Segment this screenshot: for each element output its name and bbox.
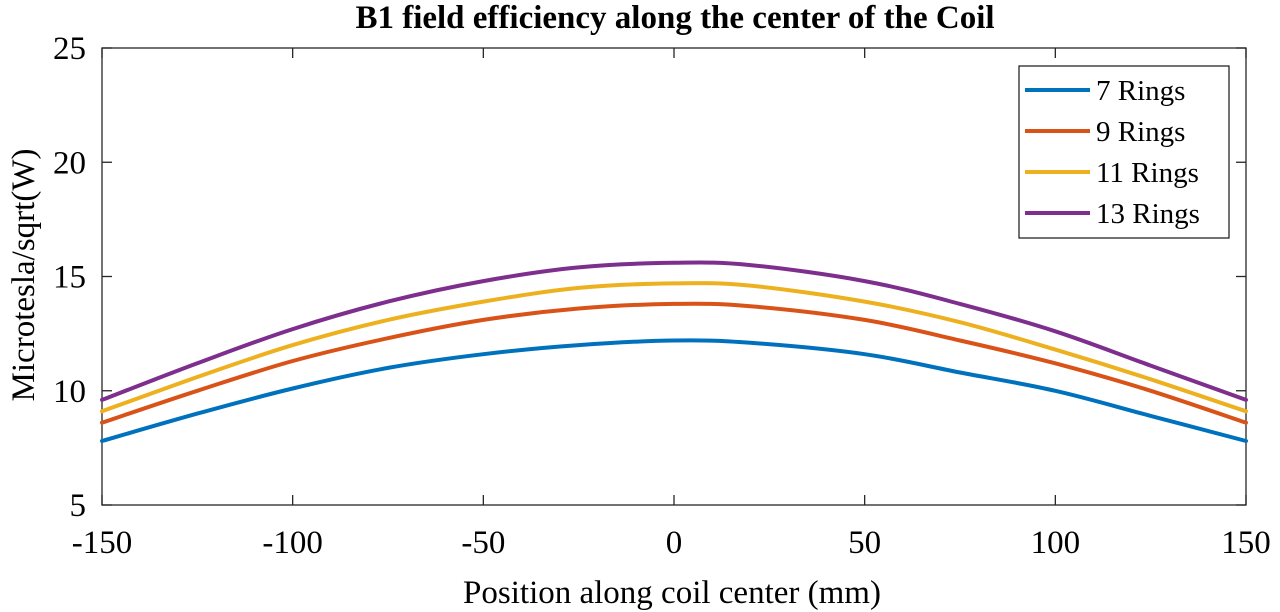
x-tick-label: 100 <box>1031 525 1081 561</box>
y-tick-label: 15 <box>53 260 86 296</box>
x-tick-label: -150 <box>72 525 133 561</box>
series-line-13-rings <box>100 260 1248 402</box>
series-line-11-rings <box>100 281 1248 414</box>
y-tick-label: 20 <box>53 145 86 181</box>
y-tick-label: 25 <box>53 31 86 67</box>
y-tick-label: 5 <box>70 488 87 524</box>
x-axis: -150 -100 -50 0 50 100 150 <box>72 48 1271 561</box>
x-tick-label: -50 <box>461 525 505 561</box>
legend-label: 9 Rings <box>1096 116 1185 148</box>
x-tick-label: 50 <box>848 525 881 561</box>
legend-box <box>1018 65 1230 239</box>
y-axis: 5 10 15 20 25 <box>53 31 1246 524</box>
y-axis-label: Microtesla/sqrt(W) <box>6 149 42 402</box>
legend: 7 Rings 9 Rings 11 Rings 13 Rings <box>1018 65 1230 239</box>
legend-label: 13 Rings <box>1096 198 1200 230</box>
y-tick-label: 10 <box>53 374 86 410</box>
series-lines <box>100 260 1248 443</box>
x-tick-label: -100 <box>262 525 323 561</box>
chart-title: B1 field efficiency along the center of … <box>355 0 994 36</box>
legend-label: 7 Rings <box>1096 75 1185 107</box>
x-tick-label: 150 <box>1221 525 1271 561</box>
legend-label: 11 Rings <box>1096 157 1199 189</box>
x-tick-label: 0 <box>666 525 683 561</box>
series-line-9-rings <box>100 301 1248 425</box>
x-axis-label: Position along coil center (mm) <box>463 575 881 611</box>
series-line-7-rings <box>100 338 1248 443</box>
